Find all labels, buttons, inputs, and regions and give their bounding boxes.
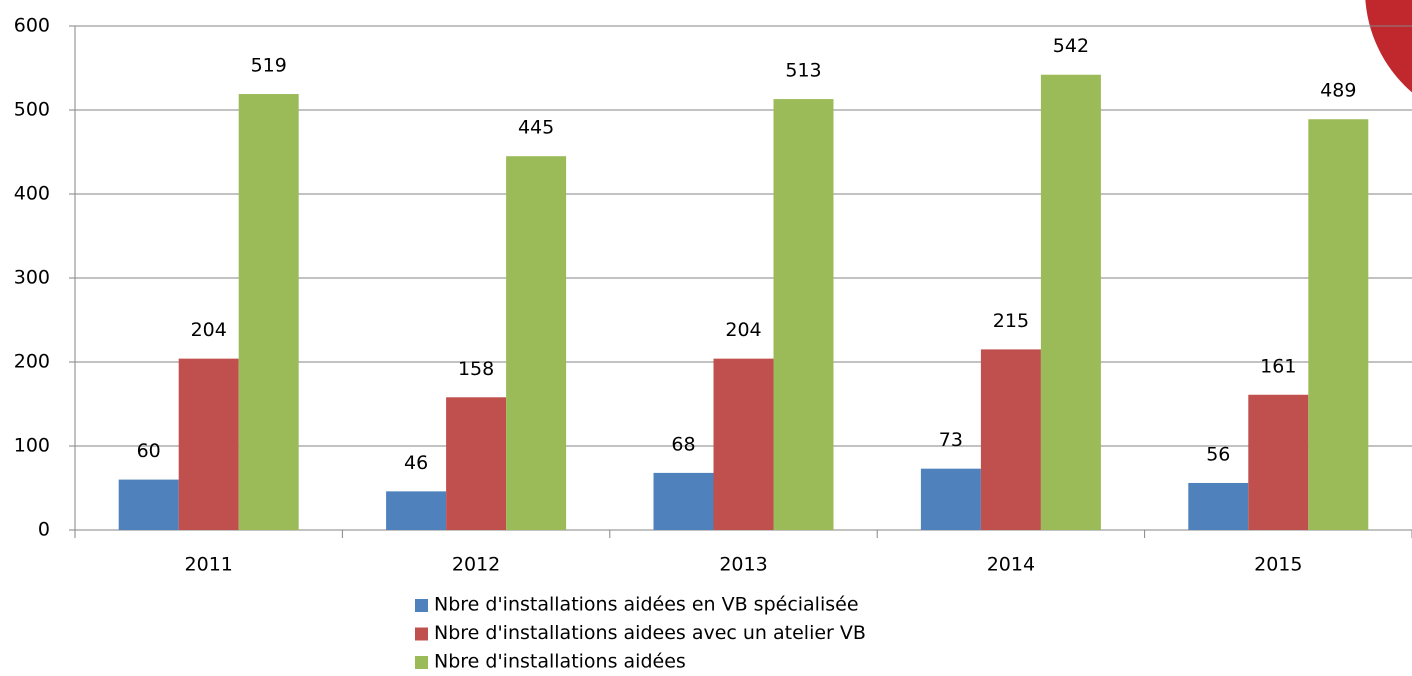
bar bbox=[920, 468, 981, 530]
bar bbox=[653, 472, 714, 530]
bar bbox=[980, 349, 1041, 530]
bar bbox=[1248, 394, 1309, 530]
data-label: 542 bbox=[1053, 35, 1089, 57]
legend-swatch bbox=[415, 599, 428, 612]
data-label: 204 bbox=[725, 319, 761, 341]
x-tick-label: 2013 bbox=[719, 554, 767, 576]
legend-swatch bbox=[415, 656, 428, 669]
data-label: 215 bbox=[993, 310, 1029, 332]
data-label: 513 bbox=[785, 60, 821, 82]
data-label: 56 bbox=[1206, 443, 1230, 465]
legend-text: Nbre d'installations aidées bbox=[434, 651, 686, 673]
decor-badge bbox=[1365, 0, 1412, 93]
data-label: 445 bbox=[518, 117, 554, 139]
bar bbox=[386, 491, 447, 530]
data-label: 519 bbox=[251, 55, 287, 77]
y-tick-label: 0 bbox=[38, 519, 50, 541]
data-label: 489 bbox=[1320, 80, 1356, 102]
y-tick-label: 100 bbox=[14, 435, 50, 457]
data-label: 46 bbox=[404, 452, 428, 474]
bar bbox=[1308, 119, 1369, 531]
data-label: 161 bbox=[1260, 355, 1296, 377]
data-label: 158 bbox=[458, 358, 494, 380]
x-tick-label: 2015 bbox=[1254, 554, 1302, 576]
y-tick-label: 500 bbox=[14, 99, 50, 121]
legend-swatch bbox=[415, 627, 428, 641]
data-label: 60 bbox=[137, 440, 161, 462]
bar bbox=[118, 479, 179, 530]
x-tick-label: 2012 bbox=[452, 554, 500, 576]
x-tick-label: 2011 bbox=[185, 554, 233, 576]
bar bbox=[446, 397, 507, 530]
data-label: 73 bbox=[939, 429, 963, 451]
data-label: 68 bbox=[671, 433, 695, 455]
bar bbox=[773, 99, 834, 530]
legend-text: Nbre d'installations aidees avec un atel… bbox=[434, 622, 866, 644]
bar bbox=[506, 156, 567, 530]
y-tick-label: 200 bbox=[14, 351, 50, 373]
bar bbox=[1188, 482, 1249, 530]
y-tick-label: 600 bbox=[14, 15, 50, 37]
legend-text: Nbre d'installations aidées en VB spécia… bbox=[434, 594, 859, 616]
y-tick-label: 400 bbox=[14, 183, 50, 205]
data-label: 204 bbox=[191, 319, 227, 341]
bar bbox=[178, 358, 239, 530]
bar bbox=[713, 358, 774, 530]
bar bbox=[238, 94, 299, 530]
x-tick-label: 2014 bbox=[987, 554, 1035, 576]
bar bbox=[1040, 74, 1101, 530]
y-tick-label: 300 bbox=[14, 267, 50, 289]
